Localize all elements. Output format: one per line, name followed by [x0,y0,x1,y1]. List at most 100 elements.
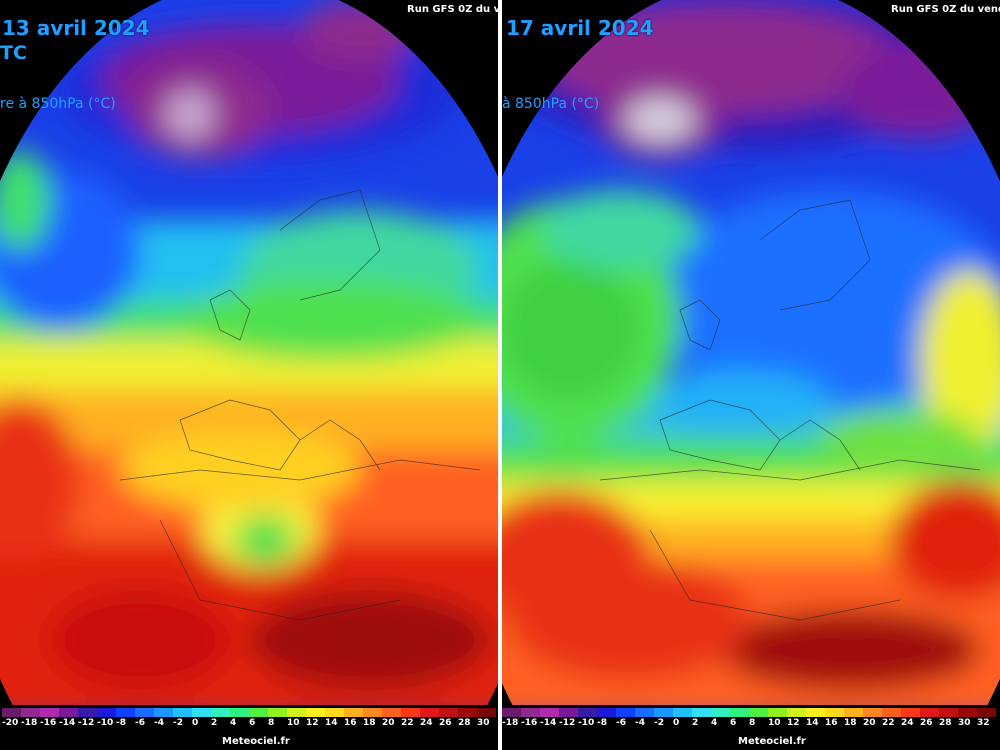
legend-swatch [977,708,996,717]
legend-tick-label: 20 [863,718,876,728]
legend-tick-label: -2 [173,718,183,728]
legend-swatch [439,708,458,717]
legend-tick-label: 18 [363,718,376,728]
legend-tick-label: -8 [597,718,607,728]
legend-swatch [97,708,116,717]
map-date-left: 13 avril 2024 [2,16,150,40]
legend-swatch [711,708,730,717]
credit-right: Meteociel.fr [738,736,806,747]
legend-color-bar-right [502,708,996,717]
legend-swatch [363,708,382,717]
legend-swatch [325,708,344,717]
legend-tick-label: 28 [458,718,471,728]
legend-tick-label: 12 [306,718,319,728]
legend-swatch [806,708,825,717]
legend-tick-label: -12 [78,718,95,728]
legend-tick-label: 14 [325,718,338,728]
legend-swatch [882,708,901,717]
map-panel-left: 13 avril 2024 TC re à 850hPa (°C) Run GF… [0,0,500,705]
legend-tick-label: 0 [673,718,680,728]
legend-swatch [40,708,59,717]
legend-tick-label: 16 [344,718,357,728]
legend-swatch [2,708,21,717]
panel-divider [498,0,502,750]
temperature-map-left [0,0,500,705]
legend-swatch [654,708,673,717]
legend-swatch [730,708,749,717]
legend-tick-label: 10 [287,718,300,728]
legend-swatch [692,708,711,717]
legend-tick-label: 20 [382,718,395,728]
legend-tick-label: -4 [154,718,164,728]
color-legend-right: -18 -16 -14 -12 -10 -8 -6 -4 -2 0 2 4 6 8 10 12 14 16 18 20… [500,705,1000,750]
legend-tick-label: -20 [2,718,19,728]
legend-tick-label: -14 [59,718,76,728]
legend-tick-label: 24 [420,718,433,728]
legend-swatch [173,708,192,717]
legend-tick-label: -10 [578,718,595,728]
map-date-right: 17 avril 2024 [506,16,654,40]
map-parameter-right: à 850hPa (°C) [502,96,600,112]
legend-swatch [616,708,635,717]
legend-tick-label: 0 [192,718,199,728]
legend-tick-label: 32 [977,718,990,728]
legend-swatch [154,708,173,717]
legend-tick-label: 2 [692,718,699,728]
legend-tick-label: -16 [40,718,57,728]
legend-swatch [230,708,249,717]
legend-tick-label: 24 [901,718,914,728]
legend-tick-label: 10 [768,718,781,728]
legend-tick-label: 26 [439,718,452,728]
legend-swatch [863,708,882,717]
legend-swatch [901,708,920,717]
legend-swatch [844,708,863,717]
legend-tick-label: -6 [616,718,626,728]
legend-tick-label: -2 [654,718,664,728]
legend-color-bar-left [2,708,496,717]
legend-swatch [787,708,806,717]
map-panel-right: 17 avril 2024 à 850hPa (°C) Run GFS 0Z d… [500,0,1000,705]
legend-swatch [597,708,616,717]
legend-tick-label: 2 [211,718,218,728]
legend-swatch [502,708,521,717]
legend-tick-label: 22 [882,718,895,728]
legend-tick-label: -8 [116,718,126,728]
legend-tick-label: 4 [711,718,718,728]
legend-tick-label: 30 [477,718,490,728]
legend-tick-label: -6 [135,718,145,728]
map-parameter-left: re à 850hPa (°C) [0,96,116,112]
legend-swatch [344,708,363,717]
legend-tick-label: 18 [844,718,857,728]
legend-tick-label: 8 [749,718,756,728]
legend-tick-label: 14 [806,718,819,728]
legend-tick-label: 6 [730,718,737,728]
run-label-right: Run GFS 0Z du vend [888,4,1000,15]
legend-tick-label: 30 [958,718,971,728]
legend-tick-label: 6 [249,718,256,728]
legend-tick-label: -4 [635,718,645,728]
legend-swatch [635,708,654,717]
legend-swatch [420,708,439,717]
legend-swatch [287,708,306,717]
legend-swatch [268,708,287,717]
legend-swatch [192,708,211,717]
legend-swatch [249,708,268,717]
legend-swatch [59,708,78,717]
legend-swatch [306,708,325,717]
credit-left: Meteociel.fr [222,736,290,747]
legend-swatch [211,708,230,717]
legend-swatch [939,708,958,717]
legend-tick-label: 8 [268,718,275,728]
legend-swatch [578,708,597,717]
legend-tick-label: -10 [97,718,114,728]
legend-tick-label: -14 [540,718,557,728]
legend-swatch [673,708,692,717]
run-label-left: Run GFS 0Z du v [404,4,500,15]
legend-swatch [521,708,540,717]
legend-swatch [401,708,420,717]
legend-tick-label: 12 [787,718,800,728]
legend-tick-label: 22 [401,718,414,728]
legend-swatch [768,708,787,717]
legend-swatch [559,708,578,717]
color-legend-left: -20 -18 -16 -14 -12 -10 -8 -6 -4 -2 0 2 4 6 8 10 12 14 16 1… [0,705,500,750]
